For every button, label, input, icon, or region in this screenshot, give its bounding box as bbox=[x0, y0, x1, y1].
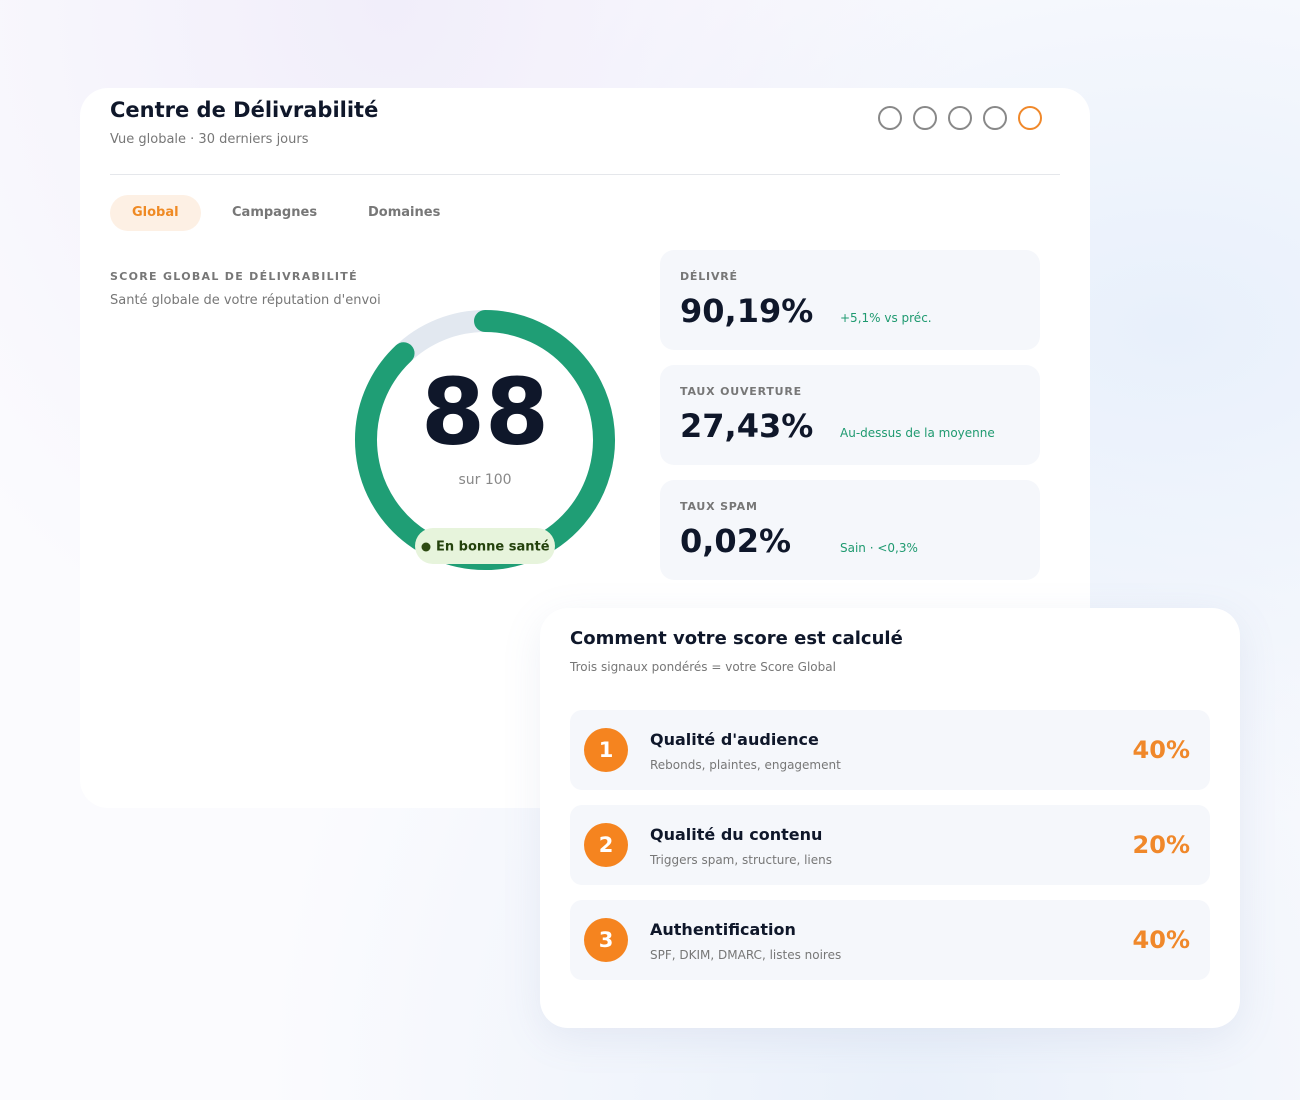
breakdown-item: 2 Qualité du contenu Triggers spam, struct… bbox=[570, 805, 1210, 885]
status-dot-icon bbox=[421, 542, 431, 552]
stat-label: DÉLIVRÉ bbox=[680, 270, 738, 283]
page-subtitle: Vue globale · 30 derniers jours bbox=[110, 132, 309, 147]
stat-value: 0,02% bbox=[680, 522, 792, 560]
rank-badge: 1 bbox=[584, 728, 628, 772]
page-title: Centre de Délivrabilité bbox=[110, 98, 379, 122]
stat-label: TAUX OUVERTURE bbox=[680, 385, 802, 398]
breakdown-item: 3 Authentification SPF, DKIM, DMARC, liste… bbox=[570, 900, 1210, 980]
item-title: Qualité d'audience bbox=[650, 730, 819, 749]
rank-badge: 2 bbox=[584, 823, 628, 867]
item-description: Triggers spam, structure, liens bbox=[650, 853, 832, 867]
stat-note: Au-dessus de la moyenne bbox=[840, 426, 995, 440]
stat-card: TAUX SPAM 0,02% Sain · <0,3% bbox=[660, 480, 1040, 580]
divider bbox=[110, 174, 1060, 175]
item-weight: 20% bbox=[1132, 831, 1190, 859]
status-dot[interactable] bbox=[948, 106, 972, 130]
status-dot[interactable] bbox=[1018, 106, 1042, 130]
status-label: En bonne santé bbox=[436, 540, 550, 555]
status-dot[interactable] bbox=[878, 106, 902, 130]
item-description: Rebonds, plaintes, engagement bbox=[650, 758, 841, 772]
rank-badge: 3 bbox=[584, 918, 628, 962]
score-max-prefix: sur bbox=[458, 472, 480, 488]
item-title: Qualité du contenu bbox=[650, 825, 823, 844]
item-title: Authentification bbox=[650, 920, 796, 939]
item-description: SPF, DKIM, DMARC, listes noires bbox=[650, 948, 842, 962]
stat-value: 90,19% bbox=[680, 292, 814, 330]
tab[interactable]: Domaines bbox=[368, 205, 441, 220]
status-dot[interactable] bbox=[983, 106, 1007, 130]
score-max: sur 100 bbox=[458, 472, 511, 488]
breakdown-title: Comment votre score est calculé bbox=[570, 628, 903, 649]
tab[interactable]: Global bbox=[110, 195, 201, 231]
tab[interactable]: Campagnes bbox=[232, 205, 318, 220]
stat-value: 27,43% bbox=[680, 407, 814, 445]
status-pill bbox=[415, 528, 555, 564]
breakdown-item: 1 Qualité d'audience Rebonds, plaintes, en… bbox=[570, 710, 1210, 790]
score-description: Santé globale de votre réputation d'envo… bbox=[110, 293, 381, 308]
stat-card: TAUX OUVERTURE 27,43% Au-dessus de la moye… bbox=[660, 365, 1040, 465]
stat-note: +5,1% vs préc. bbox=[840, 311, 932, 325]
gauge: 88 sur 100 En bonne santé bbox=[355, 310, 615, 570]
item-weight: 40% bbox=[1132, 736, 1190, 764]
stat-label: TAUX SPAM bbox=[680, 500, 758, 513]
status-dot[interactable] bbox=[913, 106, 937, 130]
stat-card: DÉLIVRÉ 90,19% +5,1% vs préc. bbox=[660, 250, 1040, 350]
score-value: 88 bbox=[421, 358, 549, 465]
score-heading: SCORE GLOBAL DE DÉLIVRABILITÉ bbox=[110, 270, 358, 283]
score-max-value: 100 bbox=[485, 472, 512, 488]
item-weight: 40% bbox=[1132, 926, 1190, 954]
stat-note: Sain · <0,3% bbox=[840, 541, 918, 555]
breakdown-subtitle: Trois signaux pondérés = votre Score Glo… bbox=[570, 660, 836, 674]
breakdown-card: Comment votre score est calculé Trois si… bbox=[540, 608, 1240, 1028]
